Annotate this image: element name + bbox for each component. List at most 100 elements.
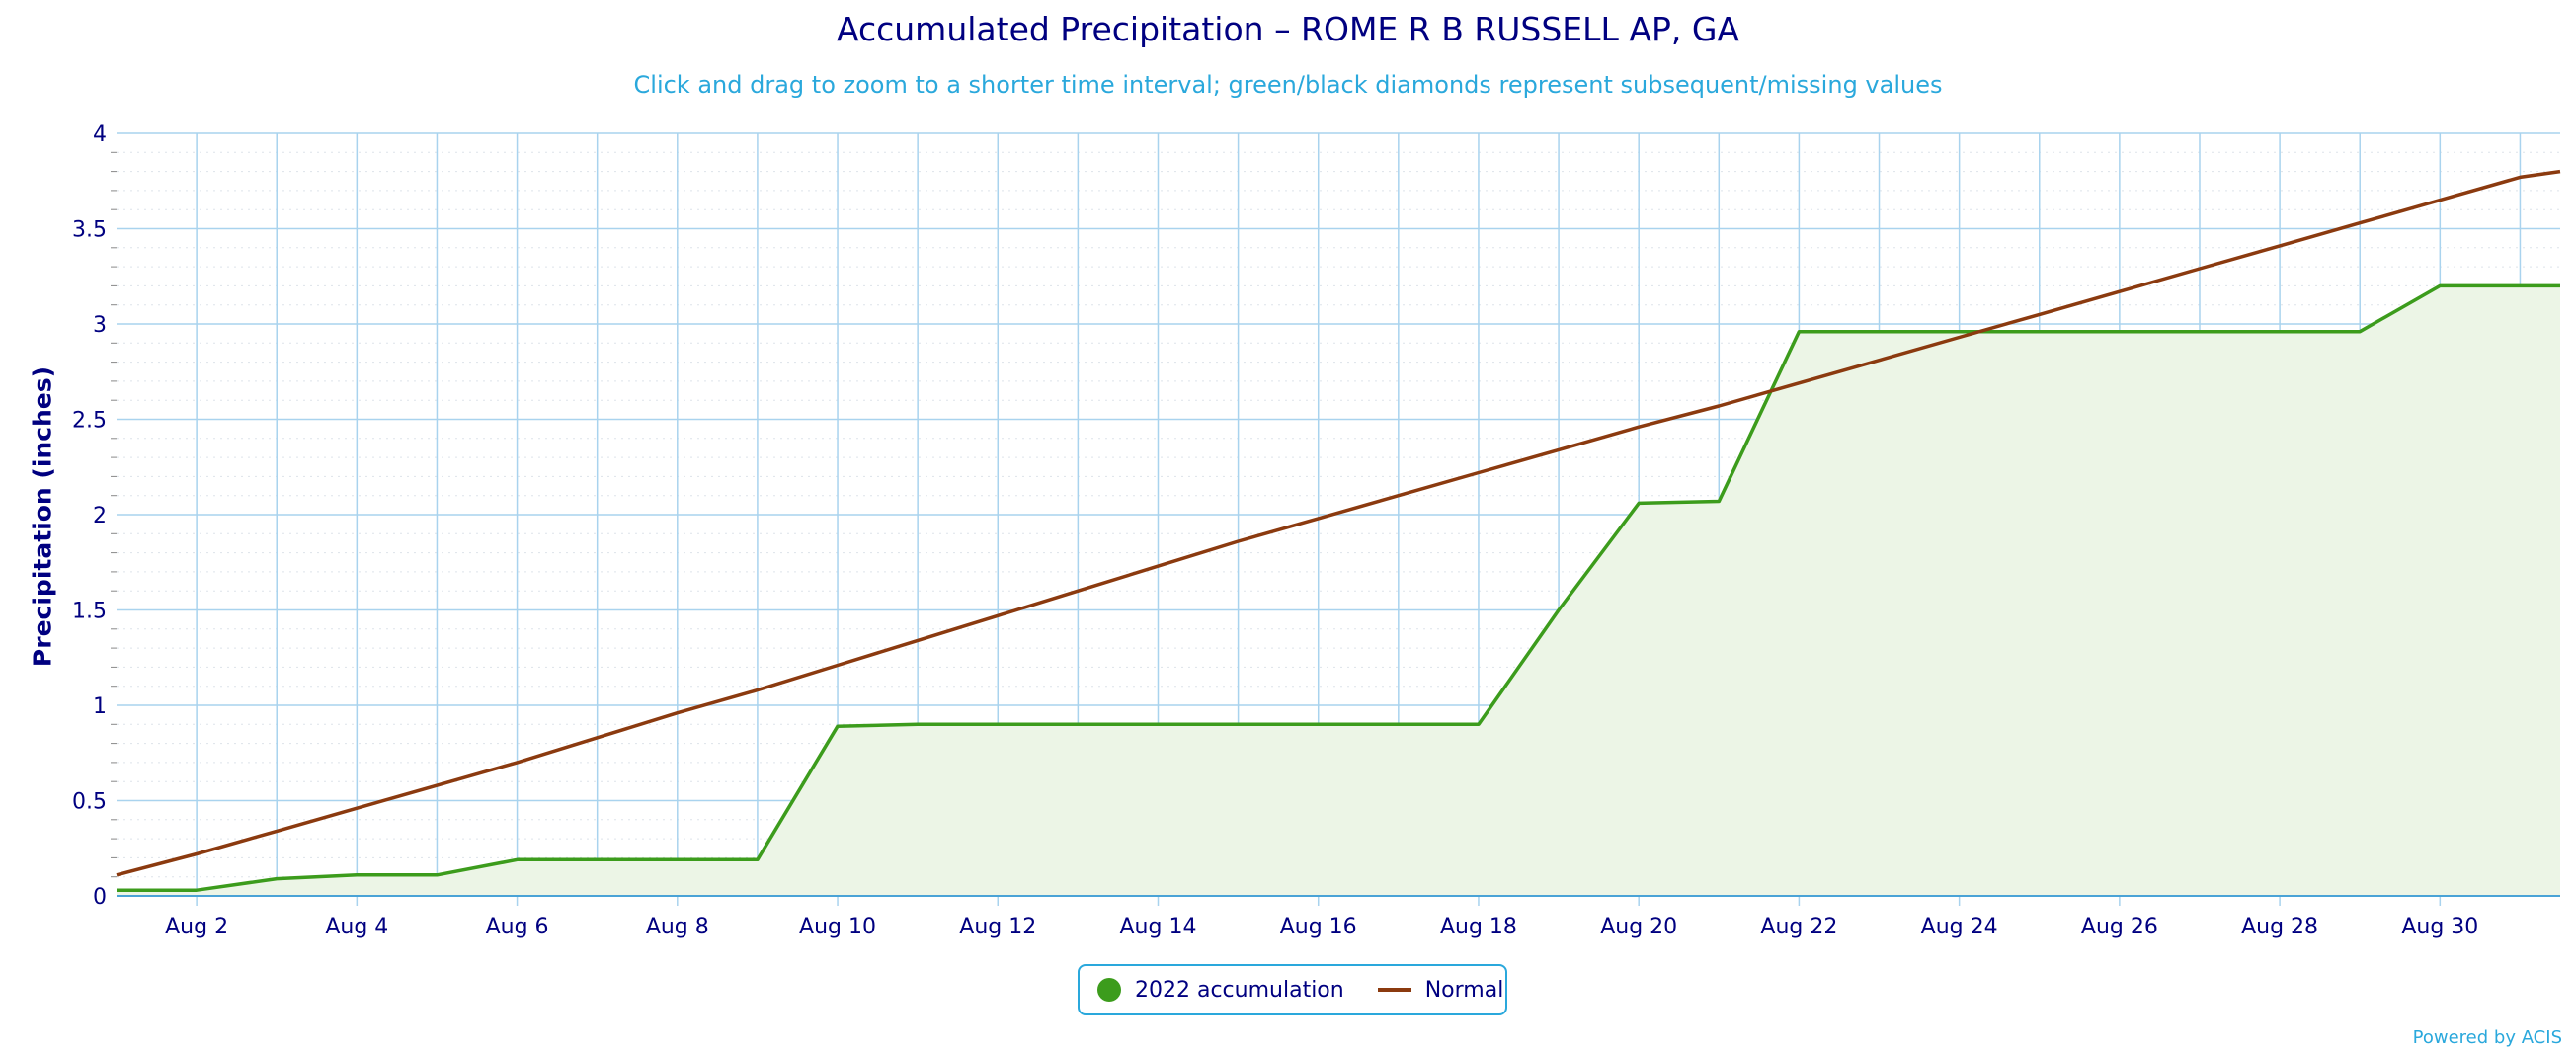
data-point[interactable] <box>1874 355 1886 366</box>
x-tick-label: Aug 12 <box>959 915 1036 939</box>
y-tick-label: 1 <box>93 694 107 719</box>
data-point[interactable] <box>1152 718 1164 730</box>
data-point[interactable] <box>512 853 523 865</box>
data-point[interactable] <box>1874 326 1886 338</box>
x-tick-label: Aug 20 <box>1600 915 1677 939</box>
data-point[interactable] <box>2034 308 2046 320</box>
data-point[interactable] <box>111 884 122 896</box>
data-point[interactable] <box>431 779 443 791</box>
legend-item-accumulation[interactable]: 2022 accumulation <box>1097 978 1344 1003</box>
y-tick-label: 0 <box>93 885 107 910</box>
data-point[interactable] <box>1393 490 1405 502</box>
data-point[interactable] <box>2114 326 2126 338</box>
data-point[interactable] <box>1553 605 1565 616</box>
data-point[interactable] <box>672 707 684 719</box>
chart-subtitle: Click and drag to zoom to a shorter time… <box>633 71 1943 99</box>
series-line-accumulation[interactable] <box>117 284 2560 892</box>
series-area-fill <box>117 285 2560 896</box>
data-point[interactable] <box>912 634 924 646</box>
data-point[interactable] <box>2274 326 2286 338</box>
series-line-normal[interactable] <box>116 169 2561 877</box>
data-point[interactable] <box>111 869 122 881</box>
x-tick-label: Aug 24 <box>1921 915 1998 939</box>
data-point[interactable] <box>512 757 523 769</box>
x-tick-label: Aug 28 <box>2241 915 2318 939</box>
data-point[interactable] <box>2274 240 2286 252</box>
data-point[interactable] <box>1072 718 1084 730</box>
data-point[interactable] <box>271 825 282 837</box>
data-point[interactable] <box>1793 377 1805 389</box>
data-point[interactable] <box>1233 718 1245 730</box>
x-tick-label: Aug 16 <box>1280 915 1357 939</box>
data-point[interactable] <box>912 718 924 730</box>
x-tick-label: Aug 26 <box>2081 915 2158 939</box>
data-point[interactable] <box>2194 263 2206 275</box>
data-point[interactable] <box>1313 513 1325 525</box>
data-point[interactable] <box>992 609 1004 621</box>
x-tick-label: Aug 22 <box>1760 915 1837 939</box>
data-point[interactable] <box>191 884 202 896</box>
data-point[interactable] <box>1152 560 1164 572</box>
data-point[interactable] <box>351 802 362 814</box>
data-point[interactable] <box>1553 444 1565 455</box>
data-point[interactable] <box>2434 280 2446 291</box>
data-point[interactable] <box>1713 400 1725 412</box>
data-point[interactable] <box>1954 332 1966 344</box>
x-tick-label: Aug 8 <box>646 915 709 939</box>
y-tick-label: 3 <box>93 313 107 338</box>
data-point[interactable] <box>1393 718 1405 730</box>
data-point[interactable] <box>1313 718 1325 730</box>
data-point[interactable] <box>592 853 604 865</box>
data-point[interactable] <box>2354 217 2366 229</box>
data-point[interactable] <box>1473 718 1485 730</box>
legend: 2022 accumulation Normal <box>1078 964 1507 1015</box>
data-point[interactable] <box>752 685 764 696</box>
data-point[interactable] <box>752 853 764 865</box>
data-point[interactable] <box>1633 421 1645 433</box>
data-point[interactable] <box>431 869 443 881</box>
x-tick-label: Aug 6 <box>486 915 549 939</box>
data-point[interactable] <box>1633 497 1645 509</box>
data-point[interactable] <box>191 849 202 860</box>
data-point[interactable] <box>2034 326 2046 338</box>
x-tick-label: Aug 4 <box>325 915 388 939</box>
data-point[interactable] <box>1473 467 1485 479</box>
x-tick-label: Aug 2 <box>165 915 228 939</box>
data-point[interactable] <box>592 732 604 744</box>
legend-marker-line-icon <box>1377 988 1411 992</box>
credit-link[interactable]: Powered by ACIS <box>2412 1027 2562 1048</box>
data-point[interactable] <box>1233 535 1245 547</box>
x-tick-label: Aug 18 <box>1440 915 1517 939</box>
y-tick-label: 1.5 <box>72 600 107 624</box>
y-tick-label: 2.5 <box>72 409 107 434</box>
data-point[interactable] <box>2554 166 2566 178</box>
x-tick-label: Aug 30 <box>2401 915 2478 939</box>
legend-marker-circle-icon <box>1097 978 1121 1002</box>
data-point[interactable] <box>351 869 362 881</box>
data-point[interactable] <box>271 873 282 885</box>
x-tick-label: Aug 10 <box>799 915 876 939</box>
data-point[interactable] <box>1713 495 1725 507</box>
y-tick-label: 0.5 <box>72 790 107 815</box>
data-point[interactable] <box>1072 585 1084 597</box>
y-tick-label: 2 <box>93 504 107 528</box>
x-tick-label: Aug 14 <box>1120 915 1197 939</box>
legend-item-normal[interactable]: Normal <box>1377 978 1503 1003</box>
data-point[interactable] <box>2354 326 2366 338</box>
data-point[interactable] <box>2434 195 2446 206</box>
data-point[interactable] <box>832 659 844 671</box>
data-point[interactable] <box>992 718 1004 730</box>
data-point[interactable] <box>2194 326 2206 338</box>
legend-label: 2022 accumulation <box>1135 977 1344 1003</box>
data-point[interactable] <box>672 853 684 865</box>
data-point[interactable] <box>832 720 844 732</box>
chart-title: Accumulated Precipitation – ROME R B RUS… <box>836 10 1740 48</box>
data-point[interactable] <box>1793 326 1805 338</box>
data-point[interactable] <box>2514 280 2526 291</box>
data-point[interactable] <box>2114 285 2126 297</box>
y-tick-label: 3.5 <box>72 218 107 243</box>
y-tick-label: 4 <box>93 122 107 147</box>
data-point[interactable] <box>2514 171 2526 183</box>
